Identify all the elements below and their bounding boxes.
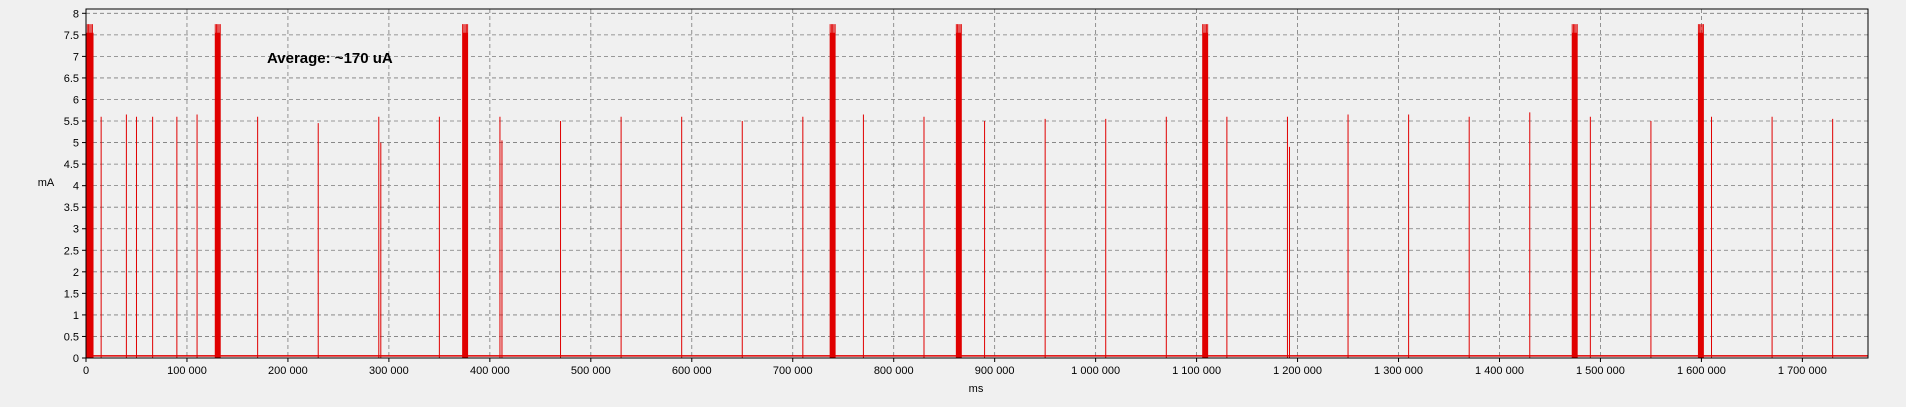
y-tick-label: 1.5 <box>64 288 79 300</box>
burst-trace <box>1571 24 1578 359</box>
y-tick-label: 3.5 <box>64 202 79 214</box>
y-tick-label: 7.5 <box>64 30 79 42</box>
x-tick-label: 400 000 <box>470 365 510 377</box>
y-axis-ticks: 0 0.5 1 1.5 2 2.5 3 3.5 4 4.5 5 5.5 6 6.5 7 7.5 8 <box>64 8 86 365</box>
y-tick-label: 6.5 <box>64 73 79 85</box>
y-tick-label: 8 <box>73 8 79 20</box>
plot-area <box>86 9 1868 358</box>
plot-frame <box>85 8 1869 359</box>
x-tick-label: 1 700 000 <box>1778 365 1827 377</box>
grid-lines <box>86 9 1868 358</box>
y-tick-label: 4.5 <box>64 159 79 171</box>
y-tick-label: 6 <box>73 94 79 106</box>
x-tick-label: 1 600 000 <box>1677 365 1726 377</box>
current-burst <box>1202 24 1209 359</box>
burst-trace <box>1697 24 1704 359</box>
burst-trace <box>955 24 962 359</box>
x-tick-label: 500 000 <box>571 365 611 377</box>
burst-series <box>85 24 1704 359</box>
y-tick-label: 3 <box>73 224 79 236</box>
x-tick-label: 1 000 000 <box>1071 365 1120 377</box>
x-tick-label: 600 000 <box>672 365 712 377</box>
x-tick-label: 200 000 <box>268 365 308 377</box>
burst-trace <box>1202 24 1209 359</box>
y-axis-label: mA <box>38 177 55 189</box>
y-tick-label: 4 <box>73 181 79 193</box>
x-tick-label: 1 400 000 <box>1475 365 1524 377</box>
y-tick-label: 0 <box>73 353 79 365</box>
x-tick-label: 1 500 000 <box>1576 365 1625 377</box>
y-tick-label: 5.5 <box>64 116 79 128</box>
x-tick-label: 0 <box>83 365 89 377</box>
average-annotation: Average: ~170 uA <box>267 50 393 67</box>
x-tick-label: 1 100 000 <box>1172 365 1221 377</box>
y-tick-label: 2 <box>73 267 79 279</box>
burst-trace <box>829 24 836 359</box>
current-burst <box>955 24 962 359</box>
burst-trace <box>85 24 94 359</box>
burst-trace <box>462 24 469 359</box>
y-tick-label: 2.5 <box>64 245 79 257</box>
burst-trace <box>214 24 221 359</box>
x-tick-label: 300 000 <box>369 365 409 377</box>
x-tick-label: 1 200 000 <box>1273 365 1322 377</box>
current-burst <box>214 24 221 359</box>
x-tick-label: 1 300 000 <box>1374 365 1423 377</box>
current-burst <box>1697 24 1704 359</box>
current-burst <box>462 24 469 359</box>
current-burst <box>829 24 836 359</box>
current-burst <box>85 24 94 359</box>
x-axis-ticks: 0 100 000 200 000 300 000 400 000 500 000 600 … <box>83 358 1827 377</box>
x-tick-label: 700 000 <box>773 365 813 377</box>
y-tick-label: 1 <box>73 310 79 322</box>
spike-series <box>100 112 1834 358</box>
x-tick-label: 800 000 <box>874 365 914 377</box>
y-tick-label: 5 <box>73 138 79 150</box>
y-tick-label: 0.5 <box>64 331 79 343</box>
x-tick-label: 900 000 <box>975 365 1015 377</box>
x-tick-label: 100 000 <box>167 365 207 377</box>
x-axis-label: ms <box>969 383 984 395</box>
current-burst <box>1571 24 1578 359</box>
y-tick-label: 7 <box>73 51 79 63</box>
